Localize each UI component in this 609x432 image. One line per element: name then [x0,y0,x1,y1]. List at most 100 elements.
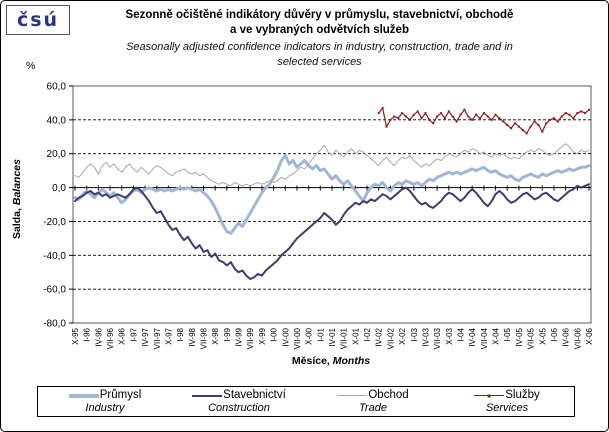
csu-logo: čsú [6,5,70,35]
series-marker-services [432,122,435,125]
x-tick-label: I-00 [270,327,279,341]
legend-text-en-services: Services [485,402,529,414]
x-tick-label: IV-00 [281,327,290,346]
series-marker-services [494,113,497,116]
series-marker-services [514,122,517,125]
percent-unit-label: % [26,60,36,72]
x-tick-label: X-00 [305,327,314,344]
y-tick-label: 60,0 [47,82,67,93]
series-marker-services [463,108,466,111]
legend-line-sample-trade [337,395,368,396]
series-marker-services [533,120,536,123]
x-tick-label: X-03 [445,327,454,344]
chart-title-line1: Sezonně očištěné indikátory důvěry v prů… [125,9,514,21]
series-marker-services [381,107,384,110]
legend-text-en-construction: Construction [208,402,270,414]
legend-text-cz-construction: Stavebnictví [223,389,286,401]
legend-label-cz-industry: Průmysl [68,389,141,402]
x-tick-label: I-04 [457,327,466,341]
x-tick-label: X-99 [258,327,267,344]
legend-item-trade: Obchod Trade [306,387,440,416]
legend-item-services: Služby Services [440,387,574,416]
series-marker-services [443,117,446,120]
y-tick-label: -80,0 [43,319,66,330]
x-tick-label: X-95 [71,327,80,344]
series-marker-services [556,120,559,123]
x-tick-label: IV-01 [328,327,337,346]
series-marker-services [377,112,380,115]
chart-title-line2: a ve vybraných odvětvích služeb [230,24,409,36]
x-tick-label: X-04 [492,327,501,344]
series-marker-services [393,115,396,118]
series-marker-services [580,110,583,113]
series-marker-services [455,120,458,123]
legend-item-construction: Stavebnictví Construction [172,387,306,416]
legend-text-en-trade: Trade [359,402,387,414]
series-marker-services [389,118,392,121]
series-marker-services [506,123,509,126]
x-axis-title-en: Months [332,355,371,367]
series-line-construction [74,183,590,280]
series-marker-services [482,112,485,115]
legend-line-sample-construction [192,394,223,397]
x-tick-label: IV-03 [421,327,430,346]
legend-label-cz-construction: Stavebnictví [192,389,286,402]
series-marker-services [572,117,575,120]
chart-subtitle: Seasonally adjusted confidence indicator… [61,40,578,70]
x-tick-label: IV-98 [188,327,197,346]
x-tick-label: X-02 [398,327,407,344]
legend-label-cz-services: Služby [474,389,540,402]
x-tick-label: VII-02 [386,327,395,349]
x-tick-label: IV-04 [468,327,477,346]
plot-border [72,85,592,324]
x-tick-label: IV-06 [562,327,571,346]
series-marker-services [451,115,454,118]
series-marker-services [502,120,505,123]
x-tick-label: X-96 [118,327,127,344]
x-axis-title: Měsíce, Months [231,355,431,367]
series-marker-services [584,112,587,115]
series-marker-services [440,112,443,115]
series-marker-services [447,110,450,113]
series-marker-services [564,112,567,115]
series-marker-services [529,125,532,128]
series-marker-services [576,112,579,115]
x-tick-label: IV-97 [141,327,150,346]
series-marker-services [416,110,419,113]
series-marker-services [498,117,501,120]
series-marker-services [541,130,544,133]
series-marker-services [486,115,489,118]
series-marker-services [397,117,400,120]
series-marker-services [588,108,590,111]
x-tick-label: VII-04 [480,327,489,349]
series-line-industry [73,153,591,235]
y-tick-label: -20,0 [43,217,66,228]
chart-title: Sezonně očištěné indikátory důvěry v prů… [61,8,578,38]
x-axis-title-cz: Měsíce, [291,355,330,367]
series-marker-services [568,113,571,116]
series-marker-services [549,118,552,121]
series-marker-services [401,112,404,115]
x-tick-label: X-01 [351,327,360,344]
legend-item-industry: Průmysl Industry [38,387,172,416]
chart-subtitle-line2: selected services [277,56,362,68]
series-marker-services [385,125,388,128]
x-tick-label: VII-99 [246,327,255,349]
series-marker-services [428,118,431,121]
x-tick-label: I-05 [503,327,512,341]
series-marker-services [436,115,439,118]
series-marker-services [478,117,481,120]
x-tick-label: IV-05 [515,327,524,346]
x-tick-label: I-98 [176,327,185,341]
x-tick-label: VII-97 [153,327,162,349]
x-tick-label: I-99 [223,327,232,341]
series-marker-services [475,113,478,116]
series-marker-services [521,129,524,132]
legend-text-cz-services: Služby [505,389,540,401]
csu-logo-text: čsú [16,8,60,31]
y-tick-label: -40,0 [43,251,66,262]
legend-label-cz-trade: Obchod [337,389,409,402]
series-marker-services [412,113,415,116]
x-tick-label: I-01 [316,327,325,341]
